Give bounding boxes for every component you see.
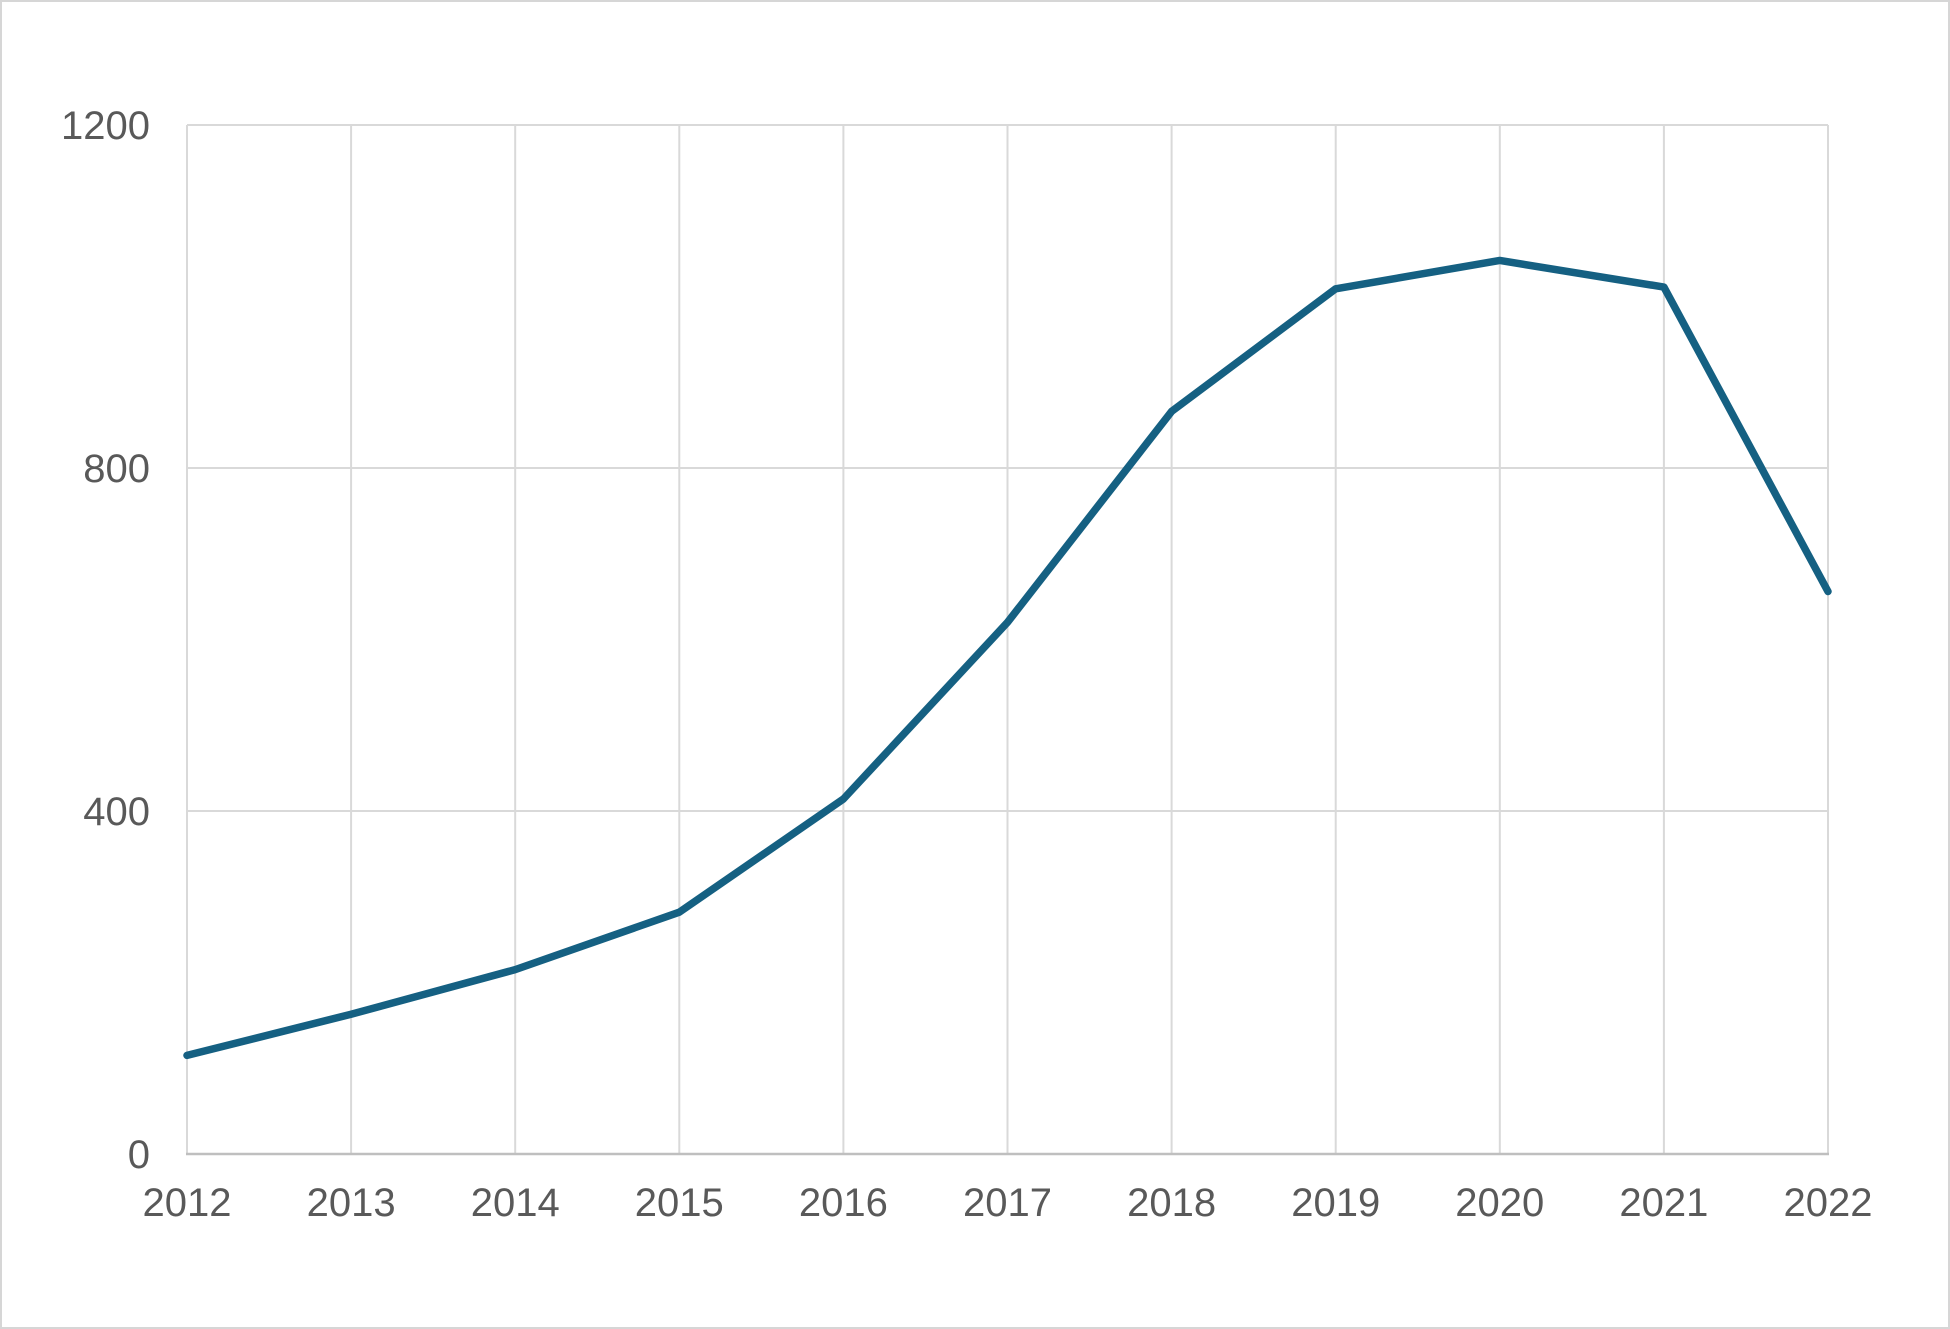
x-axis-tick-label: 2015 bbox=[635, 1181, 724, 1225]
x-axis-tick-label: 2019 bbox=[1291, 1181, 1380, 1225]
y-axis-tick-label: 1200 bbox=[61, 104, 150, 148]
data-line-series bbox=[183, 256, 1832, 1060]
x-axis-tick-label: 2020 bbox=[1455, 1181, 1544, 1225]
x-axis-tick-label: 2017 bbox=[963, 1181, 1052, 1225]
x-axis-tick-label: 2014 bbox=[471, 1181, 560, 1225]
y-axis-tick-label: 400 bbox=[83, 790, 150, 834]
x-axis-tick-label: 2013 bbox=[307, 1181, 396, 1225]
x-axis-tick-label: 2012 bbox=[143, 1181, 232, 1225]
x-axis-tick-label: 2018 bbox=[1127, 1181, 1216, 1225]
x-axis-tick-label: 2022 bbox=[1784, 1181, 1873, 1225]
y-axis-tick-label: 800 bbox=[83, 447, 150, 491]
y-axis-tick-label: 0 bbox=[128, 1133, 150, 1177]
x-axis-tick-label: 2016 bbox=[799, 1181, 888, 1225]
x-axis-tick-label: 2021 bbox=[1619, 1181, 1708, 1225]
